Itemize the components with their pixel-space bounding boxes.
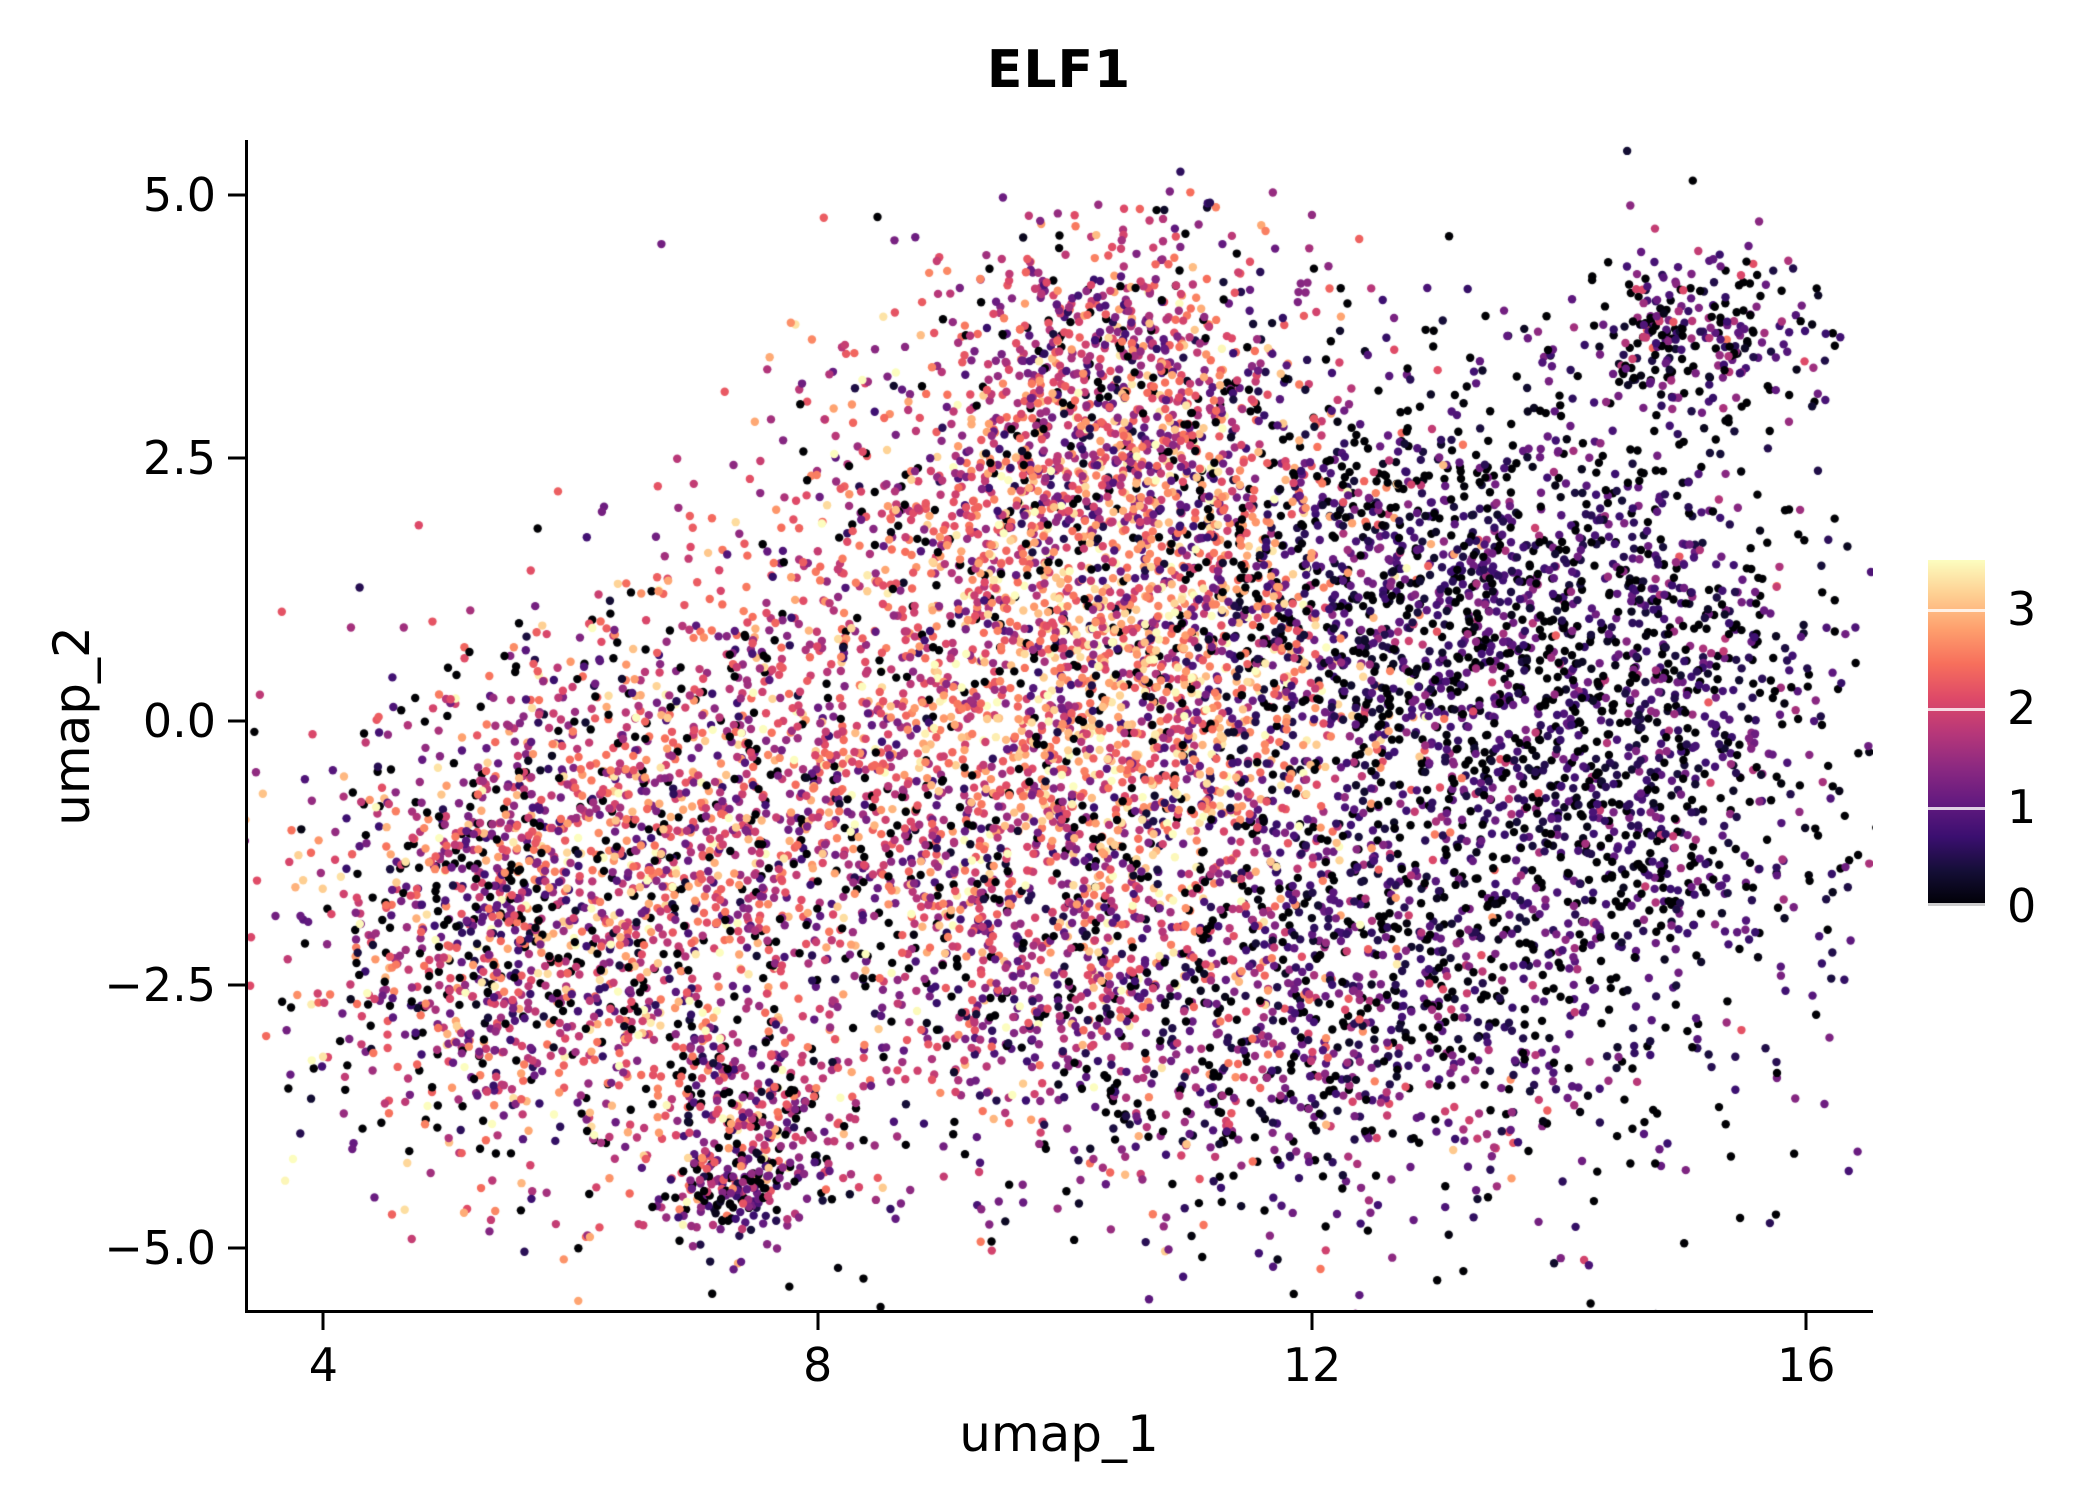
- y-tick-mark: [228, 456, 245, 460]
- x-tick-label: 12: [1282, 1338, 1342, 1392]
- colorbar-tick-label: 1: [2007, 780, 2037, 835]
- y-tick-mark: [228, 719, 245, 723]
- colorbar-tick-mark: [1928, 708, 1985, 712]
- scatter-canvas: [248, 140, 1873, 1310]
- plot-area: 4 8 12 16 5.0 2.5 0.0 −2.5 −5.0: [104, 140, 1873, 1392]
- y-tick-label: 2.5: [142, 431, 216, 486]
- y-tick-label: −2.5: [104, 957, 216, 1012]
- y-tick-label: 5.0: [142, 167, 216, 222]
- y-tick-mark: [228, 983, 245, 987]
- colorbar-tick-mark: [1928, 609, 1985, 613]
- y-tick-label: −5.0: [104, 1220, 216, 1275]
- plot-title: ELF1: [986, 40, 1132, 100]
- colorbar-tick-label: 0: [2007, 879, 2037, 933]
- colorbar: 0 1 2 3: [1928, 560, 2036, 933]
- colorbar-tick-label: 3: [2007, 582, 2037, 637]
- x-tick-mark: [321, 1313, 325, 1330]
- colorbar-tick-mark: [1928, 807, 1985, 811]
- y-tick-label: 0.0: [142, 694, 216, 749]
- x-tick-mark: [1804, 1313, 1808, 1330]
- x-tick-label: 4: [308, 1338, 339, 1392]
- y-tick-mark: [228, 193, 245, 197]
- x-tick-label: 8: [803, 1338, 833, 1392]
- colorbar-tick-mark: [1928, 903, 1985, 906]
- x-axis-label: umap_1: [959, 1405, 1159, 1463]
- colorbar-tick-label: 2: [2007, 681, 2037, 736]
- y-tick-mark: [228, 1246, 245, 1250]
- colorbar-gradient: [1928, 560, 1985, 906]
- x-tick-mark: [816, 1313, 820, 1330]
- x-tick-mark: [1310, 1313, 1314, 1330]
- x-tick-label: 16: [1776, 1338, 1836, 1392]
- y-axis-label: umap_2: [43, 626, 101, 826]
